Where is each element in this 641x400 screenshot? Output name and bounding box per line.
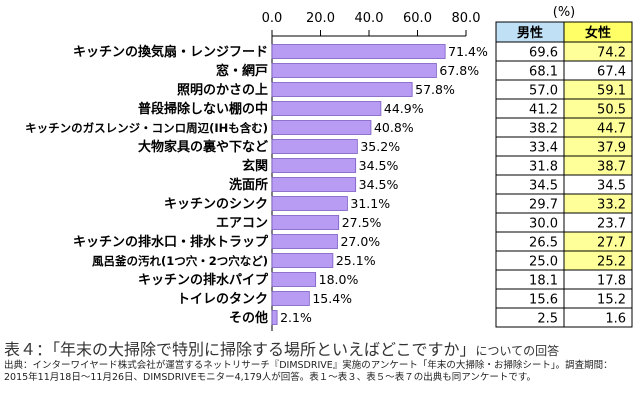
source-note: 出典：インターワイヤード株式会社が運営するネットリサーチ『DIMSDRIVE』実… bbox=[4, 360, 613, 383]
bar bbox=[271, 101, 382, 116]
table-value-male: 2.5 bbox=[537, 312, 558, 327]
table-value-male: 31.8 bbox=[529, 160, 558, 175]
category-label: キッチンの排水パイプ bbox=[138, 272, 269, 288]
table-value-male: 29.7 bbox=[529, 198, 558, 213]
table-value-male: 25.0 bbox=[529, 255, 558, 270]
value-label: 2.1% bbox=[280, 310, 312, 325]
table-value-female: 23.7 bbox=[597, 217, 626, 232]
bar bbox=[271, 120, 372, 135]
value-label: 35.2% bbox=[360, 139, 400, 154]
category-label: エアコン bbox=[216, 216, 268, 231]
value-label: 25.1% bbox=[336, 253, 376, 268]
table-unit: (%) bbox=[553, 5, 576, 20]
category-label: 窓・網戸 bbox=[216, 63, 268, 79]
table-value-male: 33.4 bbox=[529, 141, 558, 156]
bar bbox=[271, 253, 334, 268]
value-label: 67.8% bbox=[439, 63, 479, 78]
bar bbox=[271, 158, 357, 173]
table-header-label: 男性 bbox=[517, 25, 543, 41]
x-tick-label: 80.0 bbox=[452, 11, 481, 26]
x-tick-label: 40.0 bbox=[355, 11, 384, 26]
category-label: 照明のかさの上 bbox=[177, 83, 268, 98]
bar bbox=[271, 291, 310, 306]
table-header-label: 女性 bbox=[585, 25, 611, 41]
table-value-male: 26.5 bbox=[529, 236, 558, 251]
table-value-female: 27.7 bbox=[597, 236, 626, 251]
category-label: 普段掃除しない棚の中 bbox=[138, 101, 268, 117]
category-label: 玄関 bbox=[242, 158, 268, 174]
table-value-female: 67.4 bbox=[597, 65, 626, 80]
table-value-female: 38.7 bbox=[597, 160, 626, 175]
category-label: トイレのタンク bbox=[177, 292, 268, 307]
category-labels: キッチンの換気扇・レンジフード窓・網戸照明のかさの上普段掃除しない棚の中キッチン… bbox=[25, 44, 269, 326]
table-value-male: 34.5 bbox=[529, 179, 558, 194]
value-label: 34.5% bbox=[359, 158, 399, 173]
value-label: 27.0% bbox=[340, 234, 380, 249]
bar bbox=[271, 272, 317, 287]
table-value-male: 30.0 bbox=[529, 217, 558, 232]
bar bbox=[271, 215, 340, 230]
table-value-female: 34.5 bbox=[597, 179, 626, 194]
value-label: 44.9% bbox=[384, 101, 424, 116]
table-value-female: 50.5 bbox=[597, 103, 626, 118]
x-axis-ticks: 0.0 20.0 40.0 60.0 80.0 bbox=[262, 11, 481, 36]
table-value-male: 41.2 bbox=[529, 103, 558, 118]
bar bbox=[271, 44, 446, 59]
value-label: 40.8% bbox=[374, 120, 414, 135]
table-value-female: 74.2 bbox=[597, 46, 626, 61]
table-value-male: 69.6 bbox=[529, 46, 558, 61]
x-tick-label: 60.0 bbox=[403, 11, 432, 26]
table-value-male: 38.2 bbox=[529, 122, 558, 137]
bar bbox=[271, 82, 413, 97]
bar bbox=[271, 310, 278, 325]
category-label: 大物家具の裏や下など bbox=[138, 139, 268, 155]
table-value-female: 15.2 bbox=[597, 293, 626, 308]
category-label: 洗面所 bbox=[229, 177, 268, 193]
table-value-female: 59.1 bbox=[597, 84, 626, 99]
table-value-female: 25.2 bbox=[597, 255, 626, 270]
x-tick-label: 0.0 bbox=[262, 11, 283, 26]
table-cell-female bbox=[563, 307, 633, 328]
category-label: キッチンのシンク bbox=[164, 197, 268, 212]
bars bbox=[271, 44, 446, 325]
table-value-female: 44.7 bbox=[597, 122, 626, 137]
value-label: 18.0% bbox=[319, 272, 359, 287]
value-label: 15.4% bbox=[312, 291, 352, 306]
table-value-male: 57.0 bbox=[529, 84, 558, 99]
table-value-male: 18.1 bbox=[529, 274, 558, 289]
value-labels: 71.4% 67.8% 57.8% 44.9% 40.8% 35.2% 34.5% 34.5%… bbox=[280, 44, 488, 325]
category-label: キッチンのガスレンジ・コンロ周辺(IHも含む) bbox=[25, 121, 268, 135]
gender-table: (%) 男性 女性 69.6 74.2 68.1 67.4 57.0 59.1 41.2 50.5 3… bbox=[495, 5, 633, 328]
table-value-male: 68.1 bbox=[529, 65, 558, 80]
category-label: 風呂釜の汚れ(1つ穴・2つ穴など) bbox=[92, 254, 268, 268]
category-label: キッチンの排水口・排水トラップ bbox=[73, 234, 269, 250]
table-value-female: 37.9 bbox=[597, 141, 626, 156]
bar bbox=[271, 63, 437, 78]
chart: 0.0 20.0 40.0 60.0 80.0 キッチンの換気扇・レンジフード窓・網戸照… bbox=[25, 5, 633, 331]
bar bbox=[271, 196, 348, 211]
bar bbox=[271, 177, 357, 192]
caption-main: 表４：「年末の大掃除で特別に掃除する場所といえばどこですか」 bbox=[4, 340, 476, 359]
x-tick-label: 20.0 bbox=[306, 11, 335, 26]
value-label: 31.1% bbox=[350, 196, 390, 211]
table-value-male: 15.6 bbox=[529, 293, 558, 308]
table-value-female: 33.2 bbox=[597, 198, 626, 213]
caption: 表４：「年末の大掃除で特別に掃除する場所といえばどこですか」についての回答 bbox=[4, 336, 559, 360]
value-label: 71.4% bbox=[448, 44, 488, 59]
category-label: キッチンの換気扇・レンジフード bbox=[73, 44, 268, 60]
value-label: 57.8% bbox=[415, 82, 455, 97]
caption-suffix: についての回答 bbox=[475, 344, 560, 358]
bar bbox=[271, 139, 358, 154]
category-label: その他 bbox=[229, 310, 268, 326]
value-label: 34.5% bbox=[359, 177, 399, 192]
table-value-female: 17.8 bbox=[597, 274, 626, 289]
table-value-female: 1.6 bbox=[605, 312, 626, 327]
bar bbox=[271, 234, 338, 249]
value-label: 27.5% bbox=[342, 215, 382, 230]
